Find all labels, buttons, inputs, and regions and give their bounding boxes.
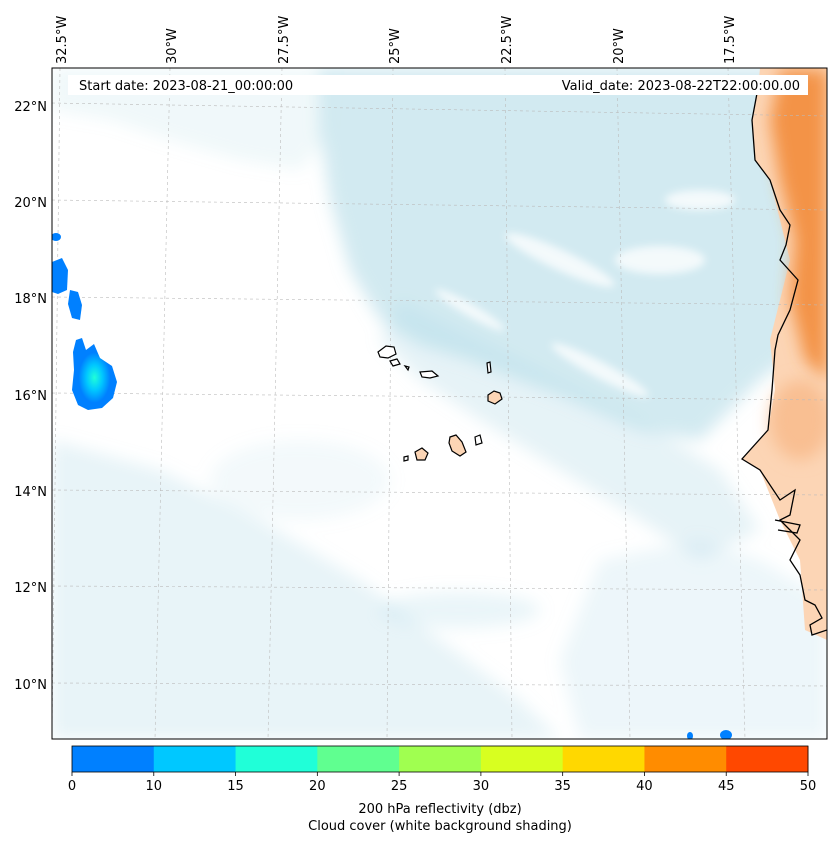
colorbar-swatch — [644, 746, 727, 772]
colorbar-swatch — [317, 746, 400, 772]
latitude-labels: 22°N 20°N 18°N 16°N 14°N 12°N 10°N — [14, 100, 47, 693]
reflectivity-cell — [720, 730, 732, 739]
island-brava — [403, 455, 409, 462]
colorbar-swatch — [399, 746, 482, 772]
cloud-streaks — [435, 190, 735, 397]
colorbar-swatch — [726, 746, 809, 772]
cloud-patch-center — [210, 440, 390, 520]
colorbar-swatch — [480, 746, 564, 772]
lat-label: 20°N — [14, 196, 47, 211]
colorbar-ticks: 0 10 15 20 25 30 35 40 45 50 — [68, 772, 816, 794]
lat-label: 18°N — [14, 292, 47, 307]
island-fogo — [414, 447, 429, 461]
colorbar-swatch — [562, 746, 645, 772]
lon-label: 22.5°W — [500, 16, 515, 64]
colorbar-swatch — [235, 746, 318, 772]
map-panel: Start date: 2023-08-21_00:00:00 Valid_da… — [52, 68, 827, 739]
land-temperature-shading — [742, 68, 827, 640]
island-santo-antao — [377, 345, 397, 359]
island-maio — [474, 434, 483, 446]
lon-label: 32.5°W — [55, 16, 70, 64]
gridlines — [52, 68, 827, 739]
cloud-mass-southwest — [52, 440, 560, 739]
start-date-label: Start date: 2023-08-21_00:00:00 — [79, 79, 293, 94]
lat-label: 10°N — [14, 678, 47, 693]
island-sao-vicente — [389, 358, 401, 367]
africa-warm-patch — [770, 380, 827, 460]
lon-label: 30°W — [165, 28, 180, 64]
gambia-coast-detail — [774, 519, 801, 534]
island-santa-luzia — [403, 365, 410, 372]
africa-coastline — [740, 87, 827, 636]
colorbar-swatches — [72, 746, 809, 772]
colorbar-tick-label: 25 — [391, 779, 408, 794]
colorbar-swatch — [72, 746, 155, 772]
cloud-band-diagonal — [380, 300, 760, 560]
lon-label: 20°W — [612, 28, 627, 64]
lat-label: 14°N — [14, 485, 47, 500]
lat-label: 22°N — [14, 100, 47, 115]
colorbar-tick-label: 35 — [554, 779, 571, 794]
cape-verde-islands — [377, 345, 503, 462]
colorbar-tick-label: 50 — [800, 779, 817, 794]
colorbar-label-line1: 200 hPa reflectivity (dbz) — [358, 802, 521, 817]
island-santiago — [448, 434, 467, 457]
lat-label: 16°N — [14, 389, 47, 404]
africa-hot-zone — [770, 70, 827, 380]
valid-date-label: Valid_date: 2023-08-22T22:00:00.00 — [562, 79, 800, 94]
reflectivity-cells — [52, 233, 732, 739]
reflectivity-cell — [68, 290, 82, 320]
coastline — [740, 87, 827, 636]
colorbar-label-line2: Cloud cover (white background shading) — [308, 819, 572, 834]
lon-label: 17.5°W — [723, 16, 738, 64]
colorbar-tick-label: 45 — [718, 779, 735, 794]
longitude-labels: 32.5°W 30°W 27.5°W 25°W 22.5°W 20°W 17.5… — [55, 16, 738, 64]
cloud-patch-south — [380, 592, 540, 628]
reflectivity-cell — [687, 732, 693, 739]
island-sal — [486, 361, 492, 374]
reflectivity-cell — [52, 233, 61, 241]
reflectivity-storm — [72, 338, 117, 410]
reflectivity-cell — [52, 258, 68, 294]
colorbar-tick-label: 30 — [473, 779, 490, 794]
lon-label: 27.5°W — [277, 16, 292, 64]
colorbar-tick-label: 10 — [146, 779, 163, 794]
island-boa-vista — [487, 390, 503, 405]
map-frame — [51, 67, 828, 740]
island-sao-nicolau — [419, 370, 440, 379]
colorbar-tick-label: 15 — [227, 779, 244, 794]
colorbar-swatch — [153, 746, 237, 772]
date-info-box — [68, 75, 808, 95]
colorbar-tick-label: 20 — [309, 779, 326, 794]
lat-label: 12°N — [14, 581, 47, 596]
colorbar-frame — [71, 745, 809, 773]
colorbar: 0 10 15 20 25 30 35 40 45 50 200 hPa reflectivity… — [68, 745, 816, 834]
lon-label: 25°W — [388, 28, 403, 64]
colorbar-tick-label: 40 — [636, 779, 653, 794]
colorbar-tick-label: 0 — [68, 779, 76, 794]
